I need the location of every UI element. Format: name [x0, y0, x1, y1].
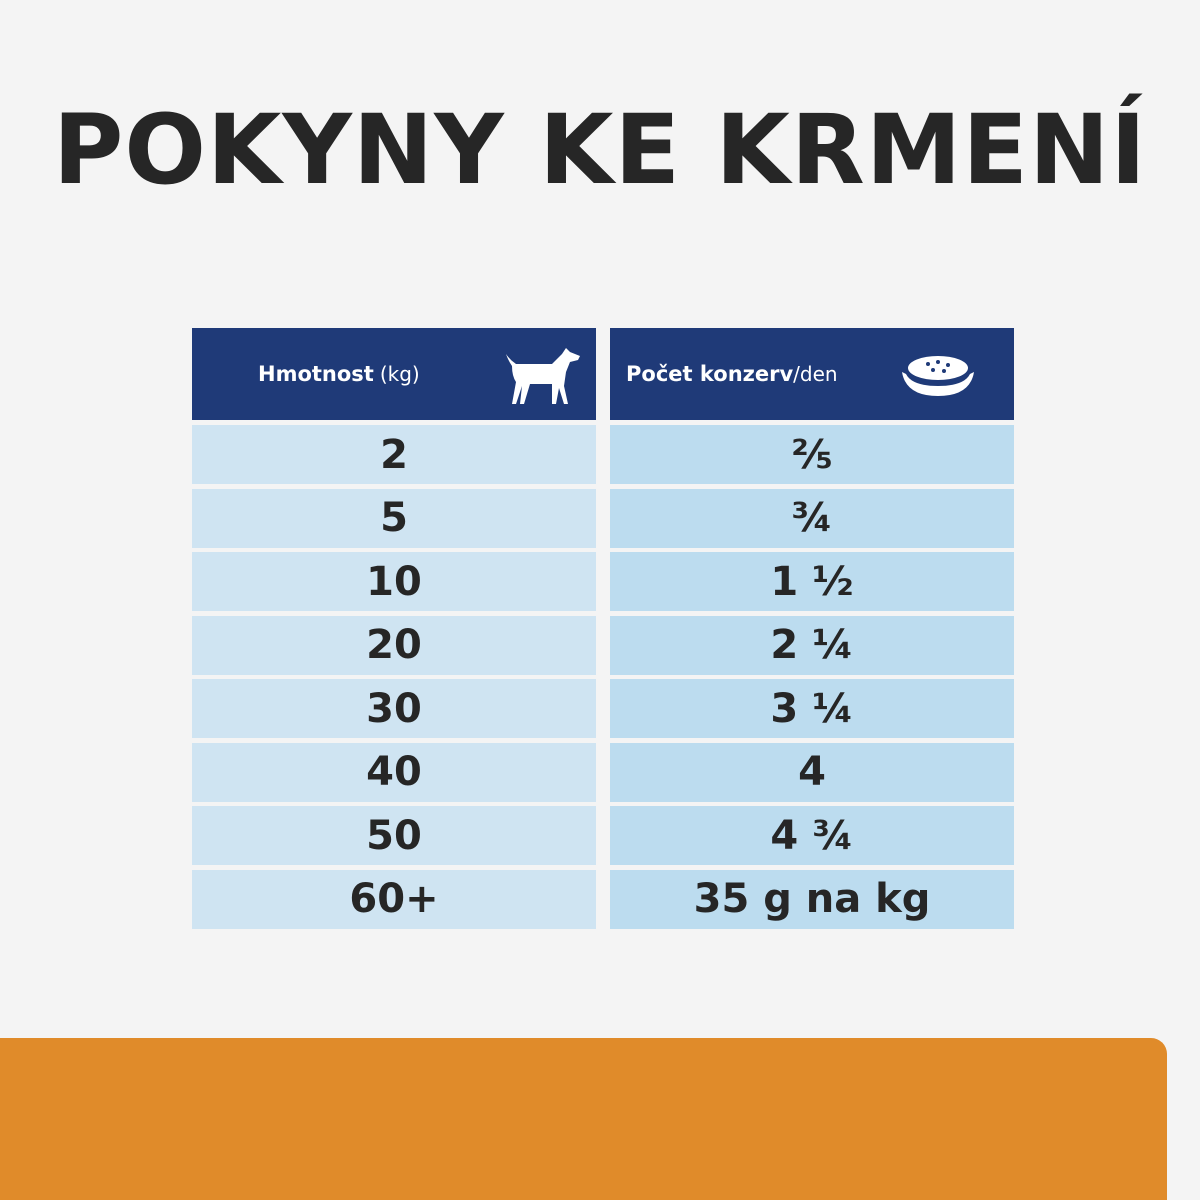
table-cell: ⅖	[610, 425, 1014, 484]
title: POKYNY KE KRMENÍ	[52, 94, 1148, 206]
header-cell: Hmotnost (kg)	[192, 328, 596, 420]
table-cell: 5	[192, 488, 596, 548]
table-cell: 4	[610, 742, 1014, 802]
table-cell: 40	[192, 742, 596, 802]
footer-band	[0, 1038, 1167, 1200]
header-sub: (kg)	[379, 362, 420, 386]
table-cell: 2 ¼	[610, 615, 1014, 675]
table-cell: 20	[192, 615, 596, 675]
table-cell: 1 ½	[610, 552, 1014, 611]
table-cell: 50	[192, 806, 596, 865]
table-cell: 3 ¼	[610, 679, 1014, 738]
header-text: Hmotnost (kg)	[258, 362, 420, 386]
header-main: Hmotnost	[258, 362, 374, 386]
table-cell: 4 ¾	[610, 806, 1014, 865]
table-cell: 10	[192, 552, 596, 611]
table-cell: 35 g na kg	[610, 869, 1014, 929]
table-cell: 30	[192, 679, 596, 738]
table-cell: 60+	[192, 869, 596, 929]
dog-icon	[506, 348, 580, 404]
table-cell: ¾	[610, 488, 1014, 548]
table-cell: 2	[192, 425, 596, 484]
header-main: Počet konzerv	[626, 362, 794, 386]
header-text: Počet konzerv/den	[626, 362, 838, 386]
header-cell: Počet konzerv/den	[610, 328, 1014, 420]
header-sub: /den	[793, 362, 838, 386]
bowl-icon	[902, 356, 974, 396]
